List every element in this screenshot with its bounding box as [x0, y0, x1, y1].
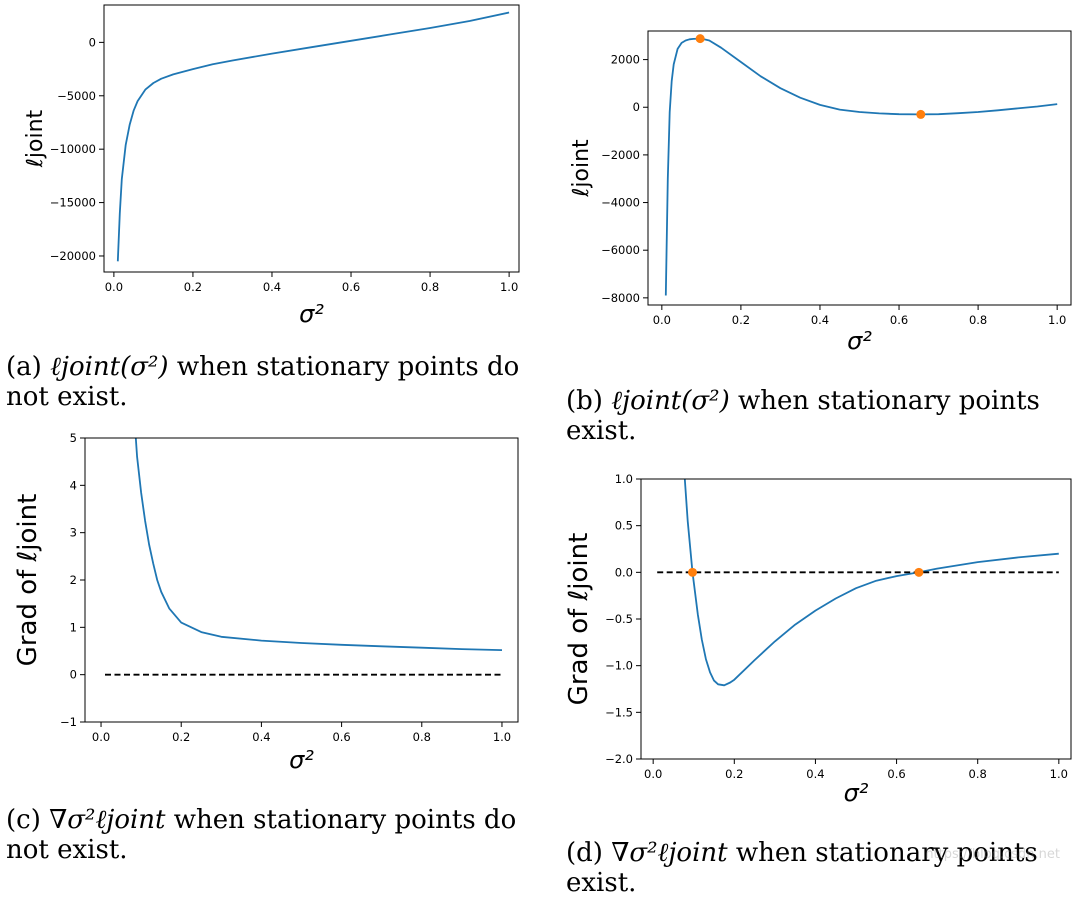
- y-tick-label-d-0: 1.0: [615, 472, 633, 486]
- y-tick-label-c-4: 1: [70, 620, 77, 634]
- series-line-c: [134, 438, 503, 651]
- x-tick-label-b-4: 0.8: [969, 313, 987, 327]
- y-tick-label-d-4: −1.0: [605, 659, 633, 673]
- caption-c-text: when stationary points do not exist.: [6, 805, 517, 865]
- x-tick-label-c-4: 0.8: [413, 730, 431, 744]
- x-tick-label-c-1: 0.2: [172, 730, 190, 744]
- y-tick-label-d-1: 0.5: [615, 519, 633, 533]
- caption-b-text: when stationary points exist.: [566, 386, 1040, 446]
- y-tick-label-d-2: 0.0: [615, 565, 633, 579]
- axes-frame-a: [103, 4, 520, 273]
- caption-c-label: (c): [6, 805, 41, 835]
- x-tick-label-a-4: 0.8: [421, 280, 439, 294]
- y-tick-label-b-2: −2000: [601, 148, 640, 162]
- x-axis-label-c: σ²: [289, 746, 314, 774]
- y-tick-label-a-1: −5000: [57, 89, 96, 103]
- caption-b-label: (b): [566, 386, 603, 416]
- x-axis-label-b: σ²: [847, 327, 872, 355]
- x-tick-label-a-2: 0.4: [263, 280, 281, 294]
- series-line-b: [664, 37, 1058, 296]
- axes-frame-d: [640, 478, 1072, 760]
- axes-frame-b: [647, 30, 1072, 306]
- caption-b: (b) ℓjoint(σ²) when stationary points ex…: [566, 386, 1080, 446]
- chart-d: 0.0 0.2 0.4 0.6 0.8 1.0 1.0 0.5 0.0 −0.5 −1.0 −1.5 −…: [564, 472, 1072, 807]
- x-tick-label-b-5: 1.0: [1048, 313, 1066, 327]
- x-tick-label-a-1: 0.2: [184, 280, 202, 294]
- watermark: https://blog.csdn.net: [925, 847, 1060, 862]
- y-axis-label-b: ℓjoint: [569, 139, 594, 198]
- x-tick-label-b-1: 0.2: [732, 313, 750, 327]
- y-tick-label-a-4: −20000: [50, 249, 96, 263]
- y-tick-label-b-4: −6000: [601, 243, 640, 257]
- series-line-d: [683, 479, 1059, 687]
- caption-d-math: ∇σ²ℓjoint: [611, 838, 728, 868]
- stationary-point-b-0: [695, 34, 705, 44]
- x-tick-label-b-0: 0.0: [653, 313, 671, 327]
- caption-a: (a) ℓjoint(σ²) when stationary points do…: [6, 352, 546, 412]
- caption-a-label: (a): [6, 352, 42, 382]
- x-tick-label-b-3: 0.6: [890, 313, 908, 327]
- x-tick-label-d-4: 0.8: [969, 767, 987, 781]
- chart-c: 0.0 0.2 0.4 0.6 0.8 1.0 5 4 3 2 1 0 −1 σ² Grad of ℓjoi…: [13, 431, 519, 774]
- y-tick-label-c-0: 5: [70, 431, 77, 445]
- y-tick-label-a-0: 0: [89, 35, 96, 49]
- x-tick-label-a-0: 0.0: [105, 280, 123, 294]
- chart-a: 0.0 0.2 0.4 0.6 0.8 1.0 0 −5000 −10000 −15000 −200…: [23, 4, 520, 328]
- y-tick-label-c-2: 3: [70, 526, 77, 540]
- x-tick-label-c-5: 1.0: [493, 730, 511, 744]
- y-tick-label-c-5: 0: [70, 668, 77, 682]
- y-tick-label-c-3: 2: [70, 573, 77, 587]
- x-tick-label-c-3: 0.6: [332, 730, 350, 744]
- y-tick-label-b-0: 2000: [611, 53, 640, 67]
- caption-c-math: ∇σ²ℓjoint: [49, 805, 166, 835]
- y-tick-label-b-3: −4000: [601, 196, 640, 210]
- x-tick-label-a-5: 1.0: [500, 280, 518, 294]
- y-tick-label-b-1: 0: [633, 100, 640, 114]
- y-tick-label-c-1: 4: [70, 478, 77, 492]
- x-tick-label-d-3: 0.6: [887, 767, 905, 781]
- x-tick-label-c-0: 0.0: [92, 730, 110, 744]
- stationary-point-d-1: [914, 567, 924, 577]
- caption-a-math: ℓjoint(σ²): [50, 352, 169, 382]
- x-tick-label-c-2: 0.4: [252, 730, 270, 744]
- series-line-a: [116, 11, 510, 262]
- caption-a-text: when stationary points do not exist.: [6, 352, 520, 412]
- stationary-point-d-0: [688, 567, 698, 577]
- x-tick-label-d-1: 0.2: [725, 767, 743, 781]
- x-tick-label-d-2: 0.4: [806, 767, 824, 781]
- caption-d-label: (d): [566, 838, 603, 868]
- x-axis-label-a: σ²: [299, 300, 324, 328]
- caption-c: (c) ∇σ²ℓjoint when stationary points do …: [6, 805, 546, 865]
- y-tick-label-a-3: −15000: [50, 196, 96, 210]
- caption-b-math: ℓjoint(σ²): [611, 386, 730, 416]
- stationary-point-b-1: [916, 109, 926, 119]
- y-tick-label-a-2: −10000: [50, 142, 96, 156]
- x-tick-label-d-5: 1.0: [1050, 767, 1068, 781]
- x-tick-label-a-3: 0.6: [342, 280, 360, 294]
- y-axis-label-c: Grad of ℓjoint: [13, 494, 43, 667]
- x-tick-label-b-2: 0.4: [811, 313, 829, 327]
- y-tick-label-c-6: −1: [60, 715, 77, 729]
- y-tick-label-b-5: −8000: [601, 291, 640, 305]
- x-axis-label-d: σ²: [844, 779, 869, 807]
- y-tick-label-d-3: −0.5: [605, 612, 633, 626]
- y-tick-label-d-5: −1.5: [605, 705, 633, 719]
- y-axis-label-a: ℓjoint: [23, 109, 48, 168]
- y-axis-label-d: Grad of ℓjoint: [564, 533, 594, 706]
- chart-b: 0.0 0.2 0.4 0.6 0.8 1.0 2000 0 −2000 −4000 −6000 −8…: [569, 30, 1072, 355]
- y-tick-label-d-6: −2.0: [605, 752, 633, 766]
- x-tick-label-d-0: 0.0: [644, 767, 662, 781]
